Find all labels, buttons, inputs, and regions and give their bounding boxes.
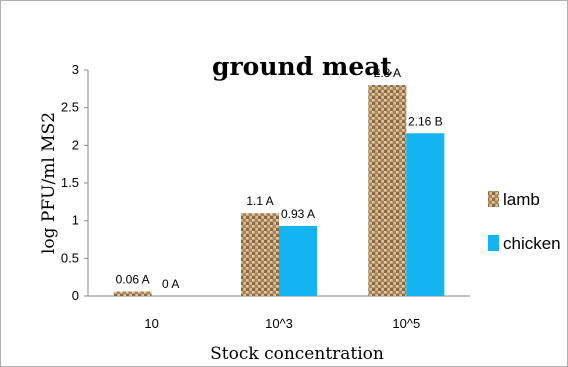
data-labels: 0.06 A 0 A 1.1 A 0.93 A 2.8 A 2.16 B bbox=[116, 66, 443, 291]
y-tick-label: 2 bbox=[72, 137, 79, 152]
x-tick-label: 10^5 bbox=[392, 316, 420, 331]
bar-lamb-1 bbox=[241, 213, 279, 296]
y-tick-label: 3 bbox=[72, 62, 79, 77]
data-label-chicken-2: 2.16 B bbox=[408, 114, 443, 128]
y-ticks: 0 0.5 1 1.5 2 2.5 3 bbox=[61, 62, 88, 303]
legend-swatch-chicken bbox=[488, 235, 499, 251]
y-tick-label: 1.5 bbox=[61, 175, 79, 190]
legend-label-chicken: chicken bbox=[503, 234, 561, 253]
chart-title: ground meat bbox=[212, 52, 392, 81]
bar-chicken-2 bbox=[406, 133, 445, 296]
bar-lamb-0 bbox=[113, 291, 152, 296]
data-label-chicken-1: 0.93 A bbox=[281, 207, 315, 221]
x-tick-label: 10 bbox=[144, 316, 158, 331]
data-label-chicken-0: 0 A bbox=[162, 277, 179, 291]
y-tick-label: 0.5 bbox=[61, 250, 79, 265]
y-tick-label: 1 bbox=[72, 213, 79, 228]
x-tick-label: 10^3 bbox=[265, 316, 293, 331]
y-tick-label: 0 bbox=[72, 288, 79, 303]
x-ticks: 10 10^3 10^5 bbox=[144, 316, 420, 331]
legend-swatch-lamb bbox=[488, 191, 499, 207]
bars bbox=[113, 85, 445, 296]
bar-lamb-2 bbox=[368, 85, 407, 296]
bar-chicken-1 bbox=[279, 225, 317, 296]
data-label-lamb-1: 1.1 A bbox=[246, 194, 273, 208]
y-tick-label: 2.5 bbox=[61, 100, 79, 115]
legend: lamb chicken bbox=[488, 190, 561, 253]
data-label-lamb-2: 2.8 A bbox=[374, 66, 401, 80]
y-axis-label: log PFU/ml MS2 bbox=[39, 112, 59, 254]
data-label-lamb-0: 0.06 A bbox=[116, 272, 150, 286]
x-axis-label: Stock concentration bbox=[210, 344, 384, 364]
legend-label-lamb: lamb bbox=[503, 190, 540, 209]
